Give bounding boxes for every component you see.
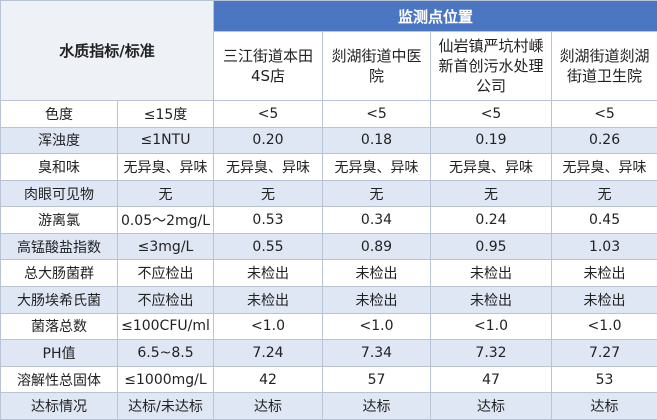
value: 47 [430,365,553,394]
value: 达标 [322,392,432,420]
standard: 不应检出 [116,259,215,288]
value: 7.24 [213,339,324,367]
site-name: 仙岩镇严坑村嵊新首创污水处理公司 [430,31,553,101]
value: <1.0 [551,312,657,341]
table-row: 高锰酸盐指数 ≤3mg/L 0.55 0.89 0.95 1.03 [0,232,657,261]
indicator-header: 水质指标/标准 [0,0,215,101]
standard: ≤1000mg/L [116,365,215,394]
value: <5 [430,100,553,128]
value: <5 [213,100,324,128]
value: 达标 [551,392,657,420]
table-row: 臭和味 无异臭、异味 无异臭、异味 无异臭、异味 无异臭、异味 无异臭、异味 [0,153,657,181]
value: 1.03 [551,232,657,261]
indicator: 臭和味 [0,153,118,181]
table-row: 总大肠菌群 不应检出 未检出 未检出 未检出 未检出 [0,259,657,288]
value: 未检出 [551,286,657,314]
table-row: 大肠埃希氏菌 不应检出 未检出 未检出 未检出 未检出 [0,286,657,314]
indicator: 总大肠菌群 [0,259,118,288]
indicator: 大肠埃希氏菌 [0,286,118,314]
indicator: 菌落总数 [0,312,118,341]
value: 0.20 [213,126,324,155]
indicator: 游离氯 [0,206,118,234]
value: 0.34 [322,206,432,234]
value: 无 [430,179,553,208]
site-name: 剡湖街道中医院 [322,31,432,101]
value: 无 [551,179,657,208]
site-name: 三江街道本田4S店 [213,31,324,101]
table-row: PH值 6.5~8.5 7.24 7.34 7.32 7.27 [0,339,657,367]
table-row: 浑浊度 ≤1NTU 0.20 0.18 0.19 0.26 [0,126,657,155]
value: 7.27 [551,339,657,367]
value: 0.53 [213,206,324,234]
standard: ≤15度 [116,100,215,128]
value: 0.45 [551,206,657,234]
standard: 无 [116,179,215,208]
value: 未检出 [551,259,657,288]
value: 未检出 [213,259,324,288]
sites-header: 监测点位置 [213,0,657,32]
value: <5 [322,100,432,128]
indicator: PH值 [0,339,118,367]
value: 0.24 [430,206,553,234]
site-name: 剡湖街道剡湖街道卫生院 [551,31,657,101]
value: 0.55 [213,232,324,261]
value: 42 [213,365,324,394]
value: 无异臭、异味 [551,153,657,181]
value: <1.0 [213,312,324,341]
value: 0.89 [322,232,432,261]
standard: 6.5~8.5 [116,339,215,367]
value: 53 [551,365,657,394]
table-row: 游离氯 0.05～2mg/L 0.53 0.34 0.24 0.45 [0,206,657,234]
value: 7.34 [322,339,432,367]
value: <1.0 [430,312,553,341]
value: 达标 [430,392,553,420]
value: 7.32 [430,339,553,367]
value: 未检出 [322,259,432,288]
standard: ≤100CFU/ml [116,312,215,341]
standard: ≤3mg/L [116,232,215,261]
indicator: 达标情况 [0,392,118,420]
value: 0.26 [551,126,657,155]
value: 达标 [213,392,324,420]
value: 无异臭、异味 [213,153,324,181]
value: 未检出 [430,259,553,288]
indicator: 高锰酸盐指数 [0,232,118,261]
value: 0.95 [430,232,553,261]
value: 未检出 [213,286,324,314]
table-row: 色度 ≤15度 <5 <5 <5 <5 [0,100,657,128]
value: 0.19 [430,126,553,155]
value: <1.0 [322,312,432,341]
table-row: 溶解性总固体 ≤1000mg/L 42 57 47 53 [0,365,657,394]
standard: 0.05～2mg/L [116,206,215,234]
value: 无 [213,179,324,208]
table-row: 菌落总数 ≤100CFU/ml <1.0 <1.0 <1.0 <1.0 [0,312,657,341]
value: 0.18 [322,126,432,155]
value: <5 [551,100,657,128]
value: 57 [322,365,432,394]
indicator: 肉眼可见物 [0,179,118,208]
standard: ≤1NTU [116,126,215,155]
indicator: 色度 [0,100,118,128]
standard: 不应检出 [116,286,215,314]
table-row: 肉眼可见物无无无无无 [0,179,657,208]
value: 无异臭、异味 [322,153,432,181]
indicator: 溶解性总固体 [0,365,118,394]
indicator: 浑浊度 [0,126,118,155]
table-row: 达标情况 达标/未达标 达标 达标 达标 达标 [0,392,657,420]
standard: 达标/未达标 [116,392,215,420]
value: 未检出 [322,286,432,314]
standard: 无异臭、异味 [116,153,215,181]
value: 无 [322,179,432,208]
value: 无异臭、异味 [430,153,553,181]
value: 未检出 [430,286,553,314]
